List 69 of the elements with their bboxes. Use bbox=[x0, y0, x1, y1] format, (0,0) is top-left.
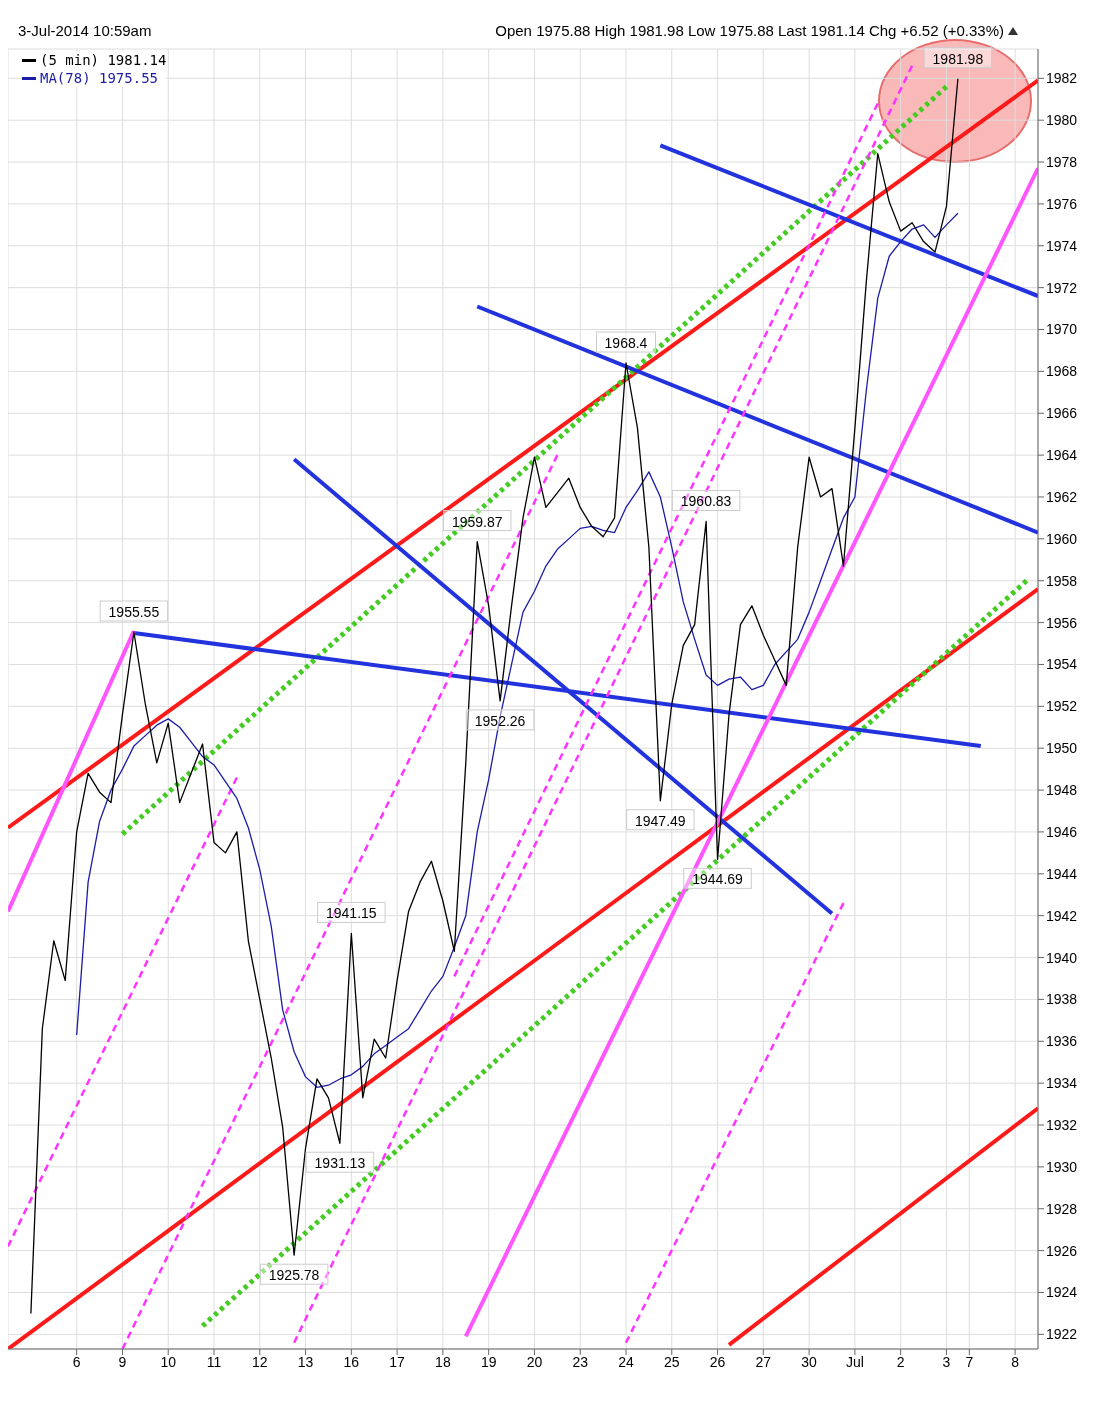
y-tick-label: 1968 bbox=[1046, 363, 1078, 380]
x-tick-label: 8 bbox=[1011, 1353, 1020, 1370]
x-tick-label: 10 bbox=[160, 1353, 177, 1370]
y-tick-label: 1950 bbox=[1046, 740, 1078, 757]
y-tick-label: 1922 bbox=[1046, 1326, 1078, 1343]
y-tick-label: 1938 bbox=[1046, 991, 1078, 1008]
y-tick-label: 1928 bbox=[1046, 1200, 1078, 1217]
y-tick-label: 1978 bbox=[1046, 154, 1078, 171]
y-tick-label: 1954 bbox=[1046, 656, 1078, 673]
y-tick-label: 1952 bbox=[1046, 698, 1078, 715]
x-tick-label: 16 bbox=[343, 1353, 360, 1370]
x-tick-label: 11 bbox=[206, 1353, 222, 1370]
annotation: 1925.78 bbox=[268, 1267, 320, 1284]
y-tick-label: 1964 bbox=[1046, 447, 1078, 464]
y-tick-label: 1942 bbox=[1046, 907, 1078, 924]
x-tick-label: 19 bbox=[480, 1353, 497, 1370]
x-tick-label: 20 bbox=[526, 1353, 543, 1370]
y-tick-label: 1980 bbox=[1046, 112, 1078, 129]
x-tick-label: 18 bbox=[435, 1353, 451, 1370]
x-tick-label: 17 bbox=[389, 1353, 406, 1370]
x-tick-label: Jul bbox=[845, 1353, 864, 1370]
y-tick-label: 1976 bbox=[1046, 195, 1078, 212]
y-tick-label: 1944 bbox=[1046, 865, 1078, 882]
chart-subtitle: Open 1975.88 High 1981.98 Low 1975.88 Last 1981.14 Chg +6.52 (+0.33%) bbox=[495, 22, 1005, 39]
x-tick-label: 12 bbox=[251, 1353, 268, 1370]
x-tick-label: 26 bbox=[709, 1353, 726, 1370]
y-tick-label: 1966 bbox=[1046, 405, 1078, 422]
x-tick-label: 3 bbox=[942, 1353, 951, 1370]
x-tick-label: 2 bbox=[896, 1353, 905, 1370]
y-tick-label: 1946 bbox=[1046, 823, 1078, 840]
y-tick-label: 1974 bbox=[1046, 237, 1078, 254]
x-tick-label: 30 bbox=[801, 1353, 818, 1370]
y-tick-label: 1972 bbox=[1046, 279, 1078, 296]
annotation: 1968.4 bbox=[604, 335, 648, 352]
annotation: 1960.83 bbox=[680, 493, 732, 510]
x-tick-label: 9 bbox=[118, 1353, 127, 1370]
y-tick-label: 1948 bbox=[1046, 782, 1078, 799]
y-tick-label: 1970 bbox=[1046, 321, 1078, 338]
y-tick-label: 1940 bbox=[1046, 949, 1078, 966]
annotation: 1944.69 bbox=[692, 871, 744, 888]
y-tick-label: 1926 bbox=[1046, 1242, 1078, 1259]
y-tick-label: 1960 bbox=[1046, 530, 1078, 547]
x-tick-label: 25 bbox=[663, 1353, 680, 1370]
annotation: 1947.49 bbox=[635, 812, 686, 829]
legend-label: MA(78) 1975.55 bbox=[39, 69, 159, 87]
x-tick-label: 6 bbox=[72, 1353, 81, 1370]
annotation: 1952.26 bbox=[474, 712, 526, 729]
x-tick-label: 23 bbox=[572, 1353, 589, 1370]
x-tick-label: 24 bbox=[618, 1353, 634, 1370]
y-tick-label: 1924 bbox=[1046, 1284, 1078, 1301]
y-tick-label: 1958 bbox=[1046, 572, 1078, 589]
y-tick-label: 1956 bbox=[1046, 614, 1078, 631]
y-tick-label: 1930 bbox=[1046, 1158, 1078, 1175]
y-tick-label: 1982 bbox=[1046, 70, 1078, 87]
legend-label: (5 min) 1981.14 bbox=[39, 51, 167, 69]
x-tick-label: 7 bbox=[965, 1353, 974, 1370]
x-tick-label: 27 bbox=[755, 1353, 772, 1370]
x-tick-label: 13 bbox=[297, 1353, 314, 1370]
chart-title: 3-Jul-2014 10:59am bbox=[18, 22, 152, 39]
y-tick-label: 1962 bbox=[1046, 488, 1078, 505]
y-tick-label: 1932 bbox=[1046, 1116, 1078, 1133]
y-tick-label: 1936 bbox=[1046, 1033, 1078, 1050]
annotation: 1941.15 bbox=[326, 905, 377, 922]
annotation: 1955.55 bbox=[108, 604, 160, 621]
annotation: 1981.98 bbox=[932, 50, 984, 67]
annotation: 1959.87 bbox=[451, 513, 503, 530]
line-series bbox=[76, 212, 959, 1088]
annotation: 1931.13 bbox=[314, 1155, 366, 1172]
y-tick-label: 1934 bbox=[1046, 1075, 1078, 1092]
